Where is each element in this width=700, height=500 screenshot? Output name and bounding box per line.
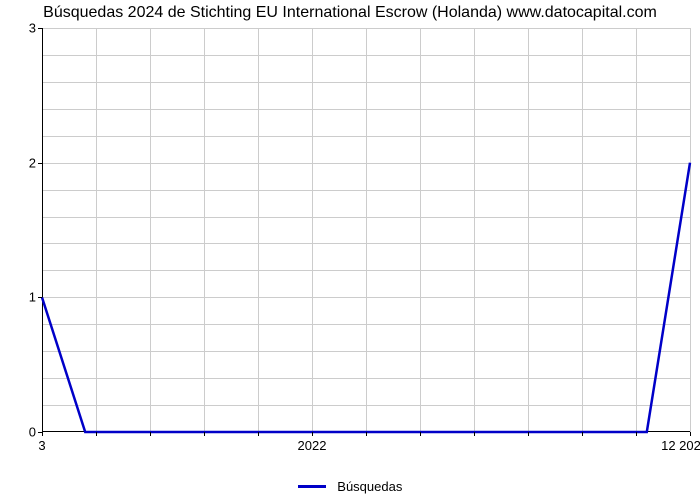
x-tick-mark [366,432,367,436]
x-tick-label: 202 [679,438,700,453]
x-tick-mark [204,432,205,436]
x-tick-label: 3 [38,438,45,453]
y-tick-mark [38,297,42,298]
plot-area [42,28,690,432]
x-tick-label: 12 [661,438,675,453]
x-tick-mark [582,432,583,436]
x-tick-label: 2022 [298,438,327,453]
legend-swatch [298,485,326,488]
legend-label: Búsquedas [337,479,402,494]
x-tick-mark [528,432,529,436]
chart-container: Búsquedas 2024 de Stichting EU Internati… [0,0,700,500]
y-tick-label: 2 [22,155,36,170]
x-tick-mark [690,432,691,436]
x-tick-mark [420,432,421,436]
x-tick-mark [258,432,259,436]
x-tick-mark [96,432,97,436]
y-tick-label: 0 [22,425,36,440]
chart-title: Búsquedas 2024 de Stichting EU Internati… [0,4,700,22]
y-tick-mark [38,28,42,29]
x-tick-mark [636,432,637,436]
y-tick-mark [38,163,42,164]
y-tick-label: 3 [22,21,36,36]
y-tick-label: 1 [22,290,36,305]
x-tick-mark [42,432,43,436]
x-tick-mark [150,432,151,436]
x-tick-mark [474,432,475,436]
legend: Búsquedas [0,478,700,494]
grid-line-v [690,28,691,432]
series-line [42,163,690,432]
x-tick-mark [312,432,313,436]
line-layer [42,28,690,432]
